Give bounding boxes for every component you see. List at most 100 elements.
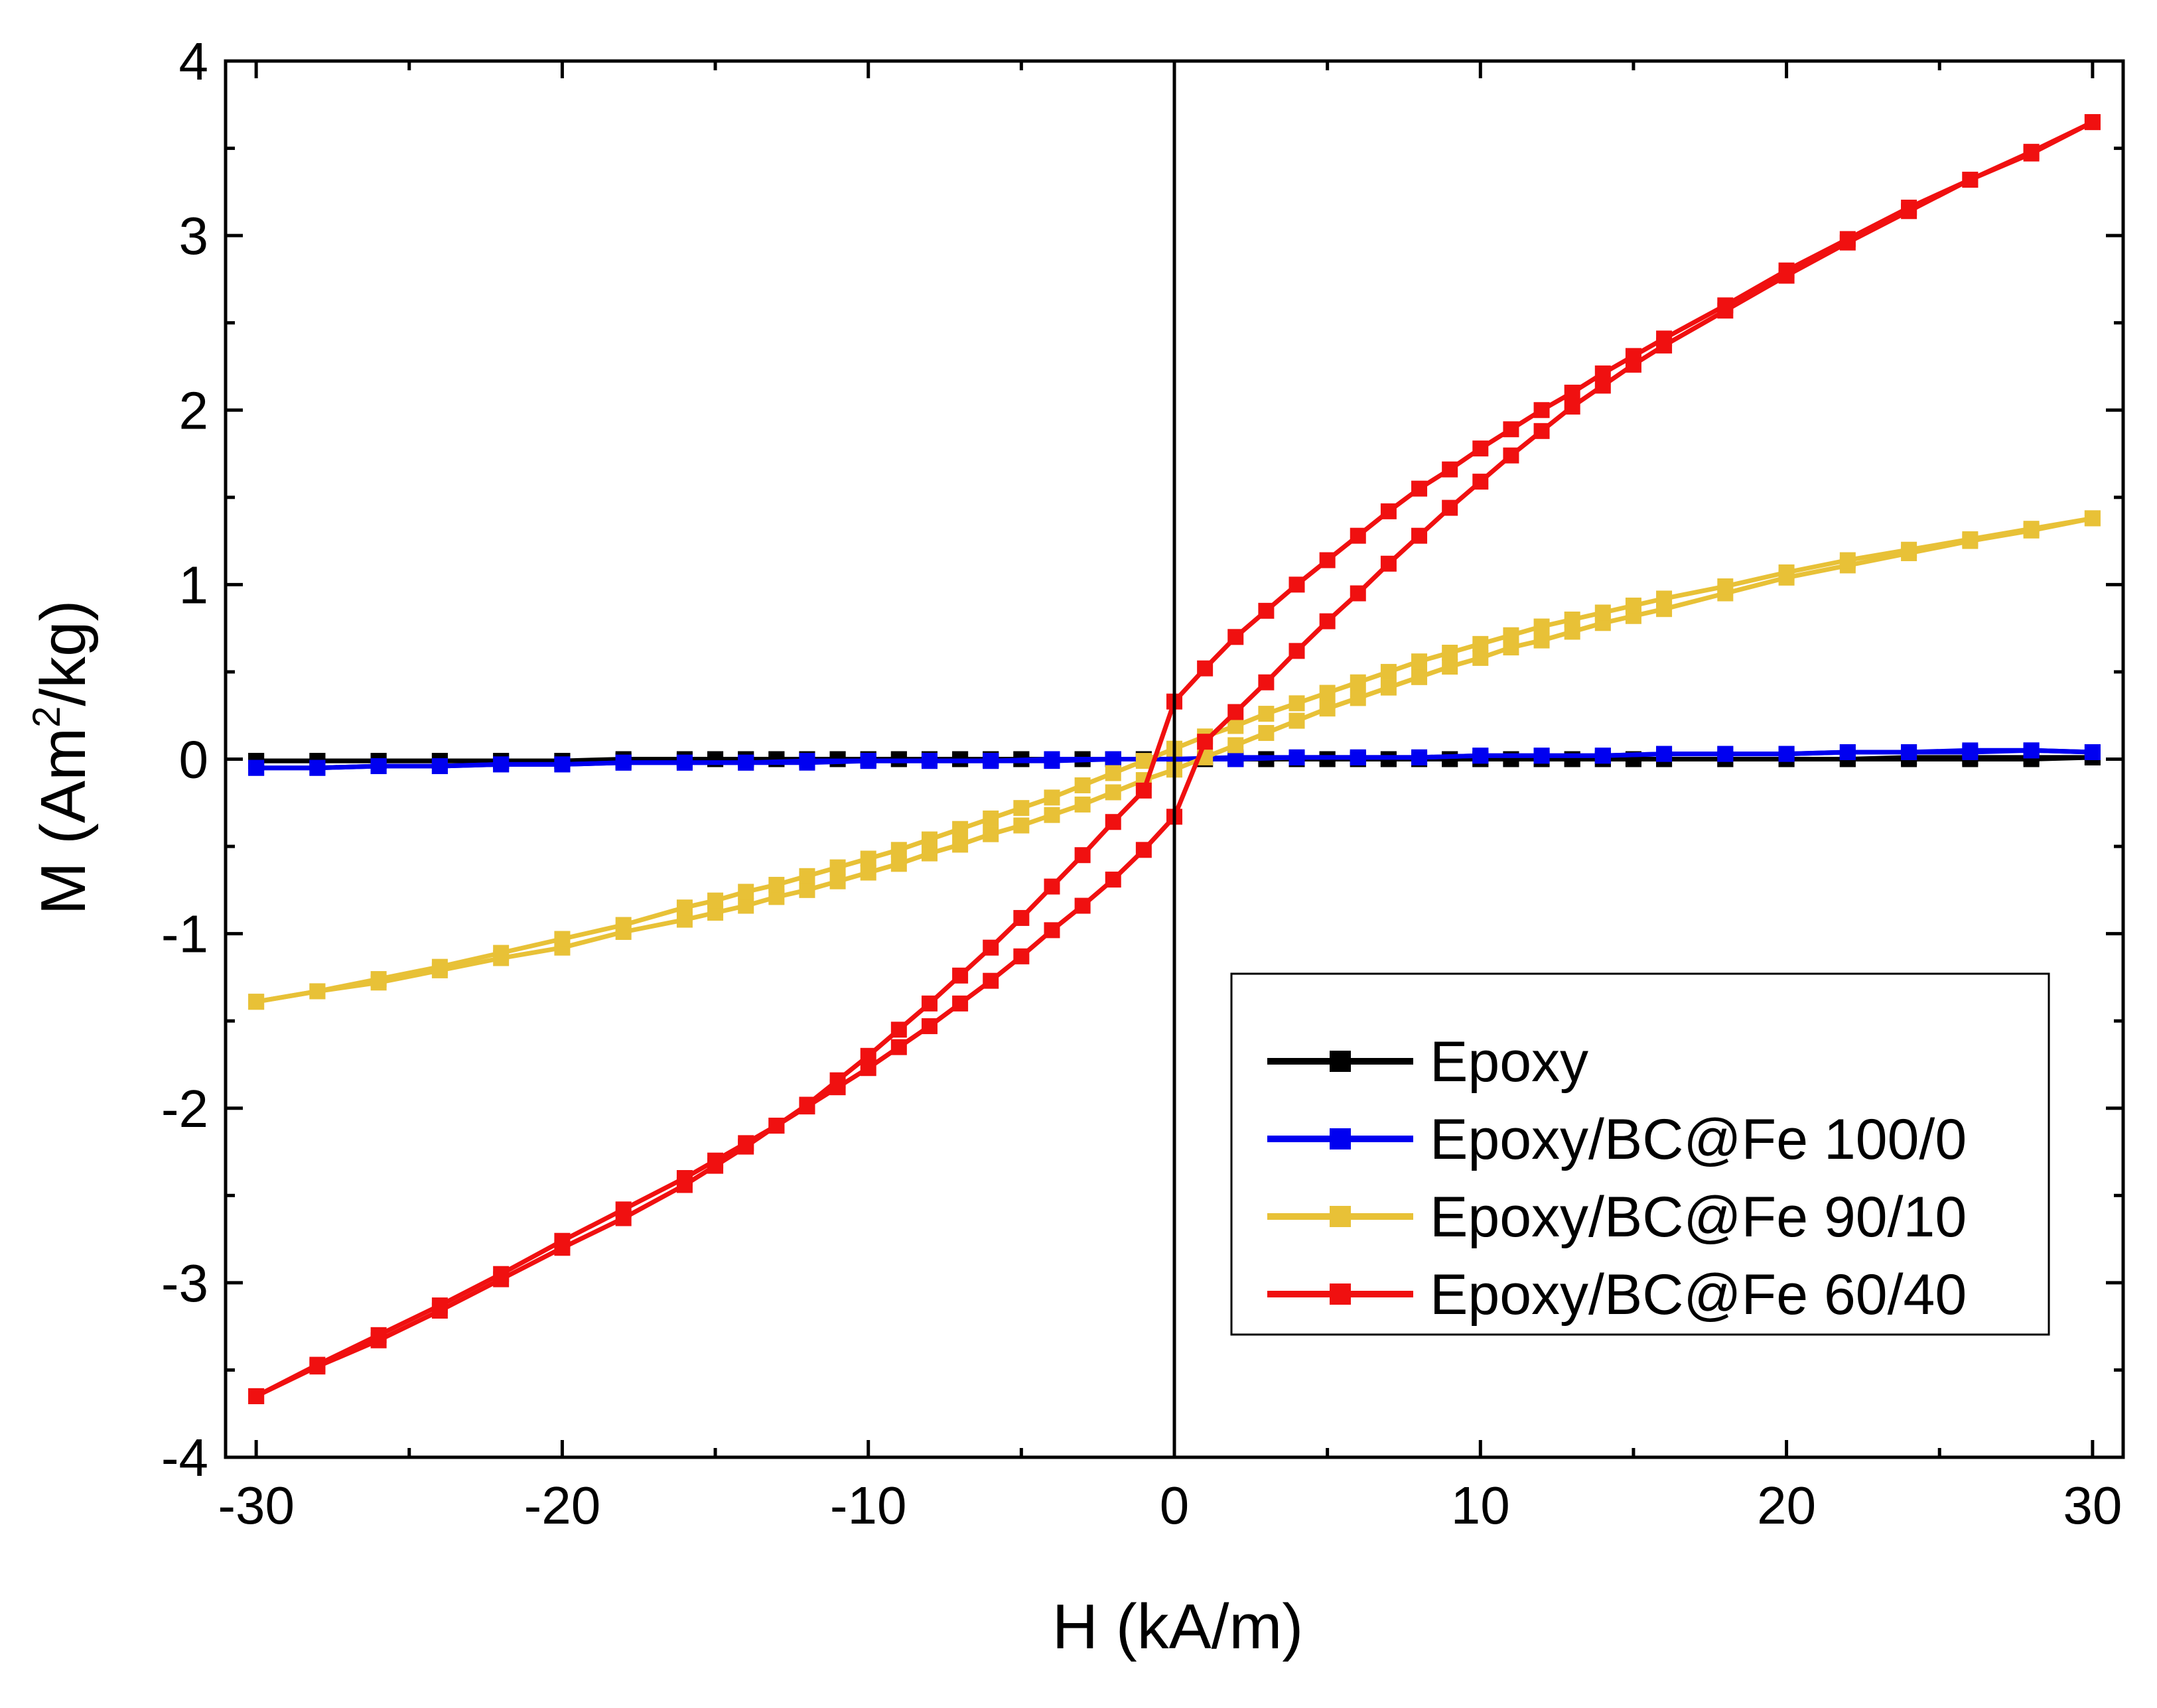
data-point [615,917,632,933]
x-tick-label: -30 [218,1476,295,1535]
data-point [1288,712,1305,729]
data-point [1288,695,1305,712]
data-point [1074,777,1091,793]
data-point [1472,649,1489,666]
data-point [921,753,938,769]
data-point [1350,674,1366,690]
data-point [952,821,969,837]
y-axis-title: M (Am2/kg) [25,600,99,915]
data-point [493,756,510,773]
data-point [1227,629,1244,645]
data-point [1564,384,1580,401]
data-point [1044,878,1060,895]
data-point [1380,679,1397,696]
data-point [1839,234,1856,251]
data-point [1594,748,1611,764]
data-point [1044,753,1060,769]
data-point [1197,660,1214,677]
data-point [1533,423,1550,439]
y-tick-label: -2 [161,1079,208,1138]
x-axis-title: H (kA/m) [1052,1591,1304,1662]
data-point [1044,807,1060,823]
data-point [829,873,846,889]
data-point [2084,744,2101,760]
data-point [1564,398,1580,415]
data-point [309,983,326,1000]
y-axis-title-tail: /kg) [28,600,99,706]
data-point [1380,555,1397,572]
data-point [1533,748,1550,764]
data-point [493,1266,510,1282]
data-point [1258,706,1275,722]
data-point [676,1170,693,1186]
data-point [370,971,387,988]
data-point [738,897,754,914]
y-tick-label: 4 [179,32,209,91]
data-point [370,1327,387,1343]
data-point [890,1021,907,1038]
data-point [1839,744,1856,760]
data-point [248,994,265,1010]
legend-swatch-marker-90-10 [1330,1206,1351,1227]
data-point [1013,909,1030,926]
data-point [370,758,387,775]
data-point [1503,627,1519,643]
data-point [1656,590,1673,607]
data-point [1503,421,1519,438]
data-point [829,1079,846,1096]
data-point [1962,531,1979,547]
data-point [1197,734,1214,750]
data-point [1350,749,1366,765]
data-point [738,884,754,900]
x-tick-label: 0 [1160,1476,1190,1535]
data-point [1962,171,1979,188]
data-point [829,859,846,876]
data-point [1288,749,1305,765]
legend-entry-100-0: Epoxy/BC@Fe 100/0 [1267,1108,1967,1171]
y-tick-label: 0 [179,730,209,789]
data-point [1288,576,1305,593]
data-point [554,931,571,947]
y-tick-label: -4 [161,1428,208,1487]
data-point [1411,480,1428,497]
data-point [1227,718,1244,734]
data-point [1503,447,1519,464]
data-point [493,945,510,961]
data-point [1135,842,1152,858]
y-axis-title-main: M (Am [28,728,99,915]
legend-label-100-0: Epoxy/BC@Fe 100/0 [1430,1108,1967,1171]
data-point [799,754,815,771]
data-point [676,754,693,771]
data-point [738,754,754,771]
data-point [921,1018,938,1035]
data-point [707,892,724,909]
data-point [1962,742,1979,759]
data-point [1105,751,1121,767]
data-point [1013,817,1030,834]
legend-entry-60-40: Epoxy/BC@Fe 60/40 [1267,1263,1967,1327]
data-point [1411,669,1428,685]
data-point [1901,541,1917,558]
data-point [1778,267,1795,284]
data-point [1350,690,1366,706]
x-tick-label: -20 [524,1476,601,1535]
data-point [2023,742,2040,759]
data-point [1013,948,1030,964]
data-point [1778,746,1795,762]
data-point [1533,618,1550,635]
data-point [1778,564,1795,580]
data-point [1411,653,1428,670]
data-point [1105,872,1121,888]
data-point [1717,746,1734,762]
data-point [1442,644,1458,661]
legend: Epoxy Epoxy/BC@Fe 100/0 Epoxy/BC@Fe 90/1… [1230,972,2050,1336]
legend-label-90-10: Epoxy/BC@Fe 90/10 [1430,1185,1967,1249]
data-point [1380,503,1397,519]
data-point [1533,402,1550,419]
data-point [738,1135,754,1151]
data-point [1074,897,1091,914]
data-point [921,845,938,862]
data-point [1594,377,1611,394]
data-point [860,1060,876,1077]
